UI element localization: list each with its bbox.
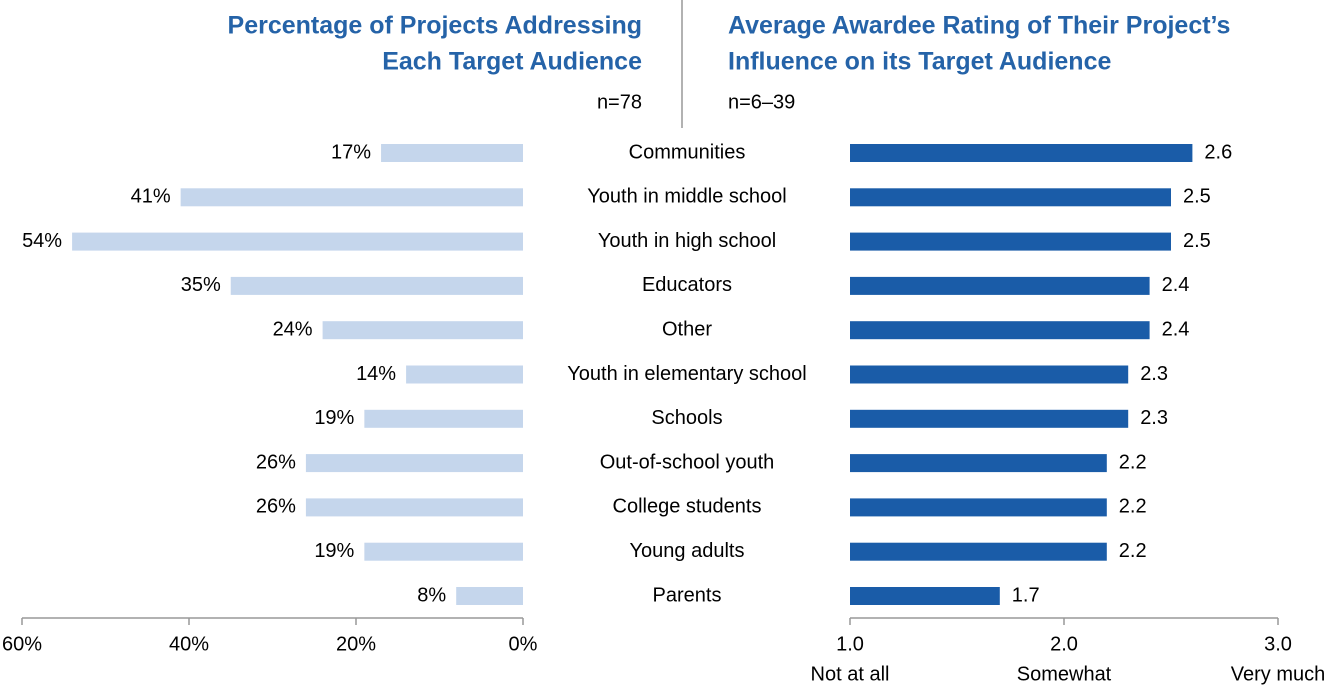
- x-tick-label: 0%: [509, 633, 538, 655]
- category-label: Young adults: [630, 540, 745, 562]
- value-label: 26%: [256, 496, 296, 518]
- bar: [850, 188, 1171, 207]
- bar: [364, 409, 523, 428]
- bar: [850, 587, 1000, 605]
- bar: [850, 276, 1150, 295]
- value-label: 2.4: [1162, 318, 1190, 340]
- bar: [364, 542, 523, 561]
- category-label: Schools: [651, 407, 722, 429]
- bar: [850, 365, 1129, 384]
- x-tick-label: 3.0: [1264, 633, 1292, 655]
- category-label: College students: [613, 496, 762, 518]
- value-label: 2.2: [1119, 451, 1147, 473]
- bar: [180, 188, 523, 207]
- category-label: Out-of-school youth: [600, 451, 775, 473]
- value-label: 35%: [181, 274, 221, 296]
- value-label: 19%: [314, 407, 354, 429]
- value-label: 2.5: [1183, 186, 1211, 208]
- bar: [850, 409, 1129, 428]
- value-label: 2.2: [1119, 540, 1147, 562]
- x-tick-label: 2.0: [1050, 633, 1078, 655]
- bar: [322, 321, 523, 340]
- category-label: Educators: [642, 274, 732, 296]
- value-label: 26%: [256, 451, 296, 473]
- chart-title: Average Awardee Rating of Their Project’…: [728, 12, 1230, 40]
- bar: [305, 454, 523, 473]
- category-label: Youth in high school: [598, 230, 776, 252]
- bar: [72, 232, 523, 251]
- x-tick-label: 40%: [169, 633, 209, 655]
- value-label: 2.4: [1162, 274, 1190, 296]
- value-label: 14%: [356, 363, 396, 385]
- bar: [850, 542, 1107, 561]
- x-tick-sublabel: Not at all: [811, 663, 890, 685]
- bar: [456, 587, 523, 605]
- value-label: 1.7: [1012, 584, 1040, 606]
- x-tick-label: 60%: [2, 633, 42, 655]
- bar: [230, 276, 523, 295]
- value-label: 54%: [22, 230, 62, 252]
- bar: [850, 454, 1107, 473]
- value-label: 2.2: [1119, 496, 1147, 518]
- value-label: 41%: [131, 186, 171, 208]
- chart-title: Each Target Audience: [382, 48, 642, 76]
- subtitle: n=78: [597, 91, 642, 113]
- value-label: 2.3: [1140, 407, 1168, 429]
- category-label: Other: [662, 318, 712, 340]
- bar: [305, 498, 523, 517]
- bar: [381, 144, 523, 162]
- bar: [406, 365, 523, 384]
- value-label: 2.5: [1183, 230, 1211, 252]
- bar: [850, 144, 1193, 162]
- x-tick-sublabel: Very much: [1231, 663, 1325, 685]
- value-label: 2.6: [1204, 141, 1232, 163]
- subtitle: n=6–39: [728, 91, 795, 113]
- value-label: 24%: [273, 318, 313, 340]
- x-tick-sublabel: Somewhat: [1017, 663, 1112, 685]
- chart-title: Percentage of Projects Addressing: [228, 12, 642, 40]
- category-label: Youth in elementary school: [567, 363, 806, 385]
- value-label: 19%: [314, 540, 354, 562]
- value-label: 8%: [417, 584, 446, 606]
- category-label: Youth in middle school: [587, 186, 786, 208]
- chart-title: Influence on its Target Audience: [728, 48, 1111, 76]
- bar: [850, 232, 1171, 251]
- category-label: Parents: [653, 584, 722, 606]
- category-label: Communities: [629, 141, 746, 163]
- bar: [850, 498, 1107, 517]
- value-label: 2.3: [1140, 363, 1168, 385]
- bar: [850, 321, 1150, 340]
- value-label: 17%: [331, 141, 371, 163]
- x-tick-label: 20%: [336, 633, 376, 655]
- x-tick-label: 1.0: [836, 633, 864, 655]
